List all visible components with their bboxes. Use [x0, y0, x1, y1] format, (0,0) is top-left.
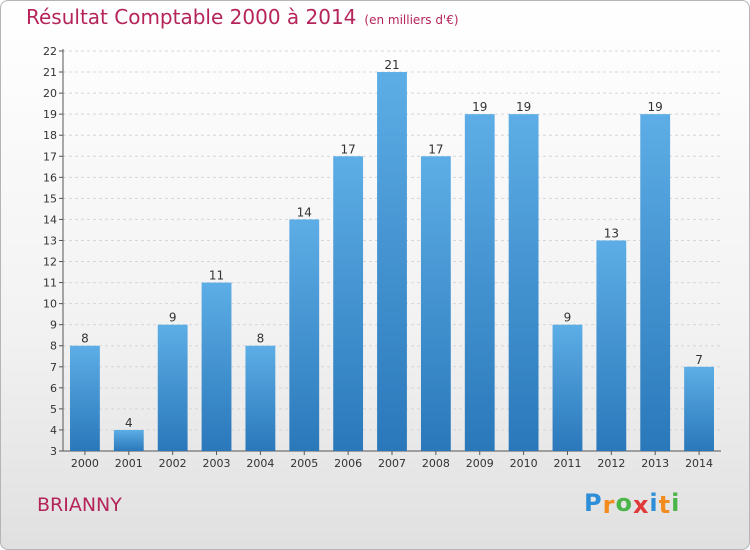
- x-tick-label-2002: 2002: [159, 457, 187, 470]
- x-tick-label-2008: 2008: [422, 457, 450, 470]
- logo-letter: P: [584, 489, 603, 517]
- y-tick-label: 6: [50, 382, 57, 395]
- x-tick-label-2013: 2013: [641, 457, 669, 470]
- x-tick-label-2003: 2003: [203, 457, 231, 470]
- y-tick-label: 18: [43, 129, 57, 142]
- bar-2001: [113, 429, 144, 451]
- logo-letter: x: [632, 491, 650, 519]
- bar-2006: [333, 156, 364, 451]
- data-label-2010: 19: [516, 100, 531, 114]
- bars: [70, 72, 714, 451]
- bar-2007: [377, 72, 407, 451]
- bar-2002: [157, 324, 188, 451]
- y-tick-label: 20: [43, 87, 57, 100]
- y-tick-label: 10: [43, 298, 57, 311]
- bar-2003: [201, 282, 232, 451]
- bar-2004: [245, 345, 276, 451]
- y-tick-label: 21: [43, 66, 57, 79]
- data-label-2007: 21: [384, 58, 399, 72]
- logo-letter: r: [602, 491, 616, 519]
- y-tick-label: 5: [50, 403, 57, 416]
- data-label-2014: 7: [695, 353, 703, 367]
- y-tick-label: 12: [43, 256, 57, 269]
- bar-2011: [552, 324, 583, 451]
- x-tick-label-2007: 2007: [378, 457, 406, 470]
- data-label-2011: 9: [564, 311, 572, 325]
- y-tick-label: 14: [43, 213, 57, 226]
- data-label-2000: 8: [81, 332, 89, 346]
- y-tick-label: 9: [50, 319, 57, 332]
- labels: 3 4 5 6 7 8 9 10 11 12 13 14 15 16 17 18 19 20 21 22 8 2000 4 2…: [43, 45, 713, 470]
- logo-letter: t: [658, 491, 672, 519]
- data-label-2002: 9: [169, 311, 177, 325]
- bar-2010: [508, 114, 539, 451]
- data-label-2009: 19: [472, 100, 487, 114]
- y-tick-label: 15: [43, 192, 57, 205]
- y-tick-label: 19: [43, 108, 57, 121]
- logo-letter: i: [649, 489, 659, 517]
- y-tick-label: 17: [43, 150, 57, 163]
- chart-subtitle: (en milliers d'€): [364, 13, 459, 27]
- data-label-2001: 4: [125, 416, 133, 430]
- proxiti-logo[interactable]: Proxiti: [584, 489, 681, 519]
- x-tick-label-2014: 2014: [685, 457, 713, 470]
- x-tick-label-2006: 2006: [334, 457, 362, 470]
- y-tick-label: 8: [50, 340, 57, 353]
- y-tick-label: 22: [43, 45, 57, 58]
- x-tick-label-2001: 2001: [115, 457, 143, 470]
- y-tick-label: 7: [50, 361, 57, 374]
- bar-2013: [640, 114, 671, 451]
- data-label-2006: 17: [340, 142, 355, 156]
- data-label-2003: 11: [209, 269, 224, 283]
- x-tick-label-2004: 2004: [246, 457, 274, 470]
- x-tick-label-2000: 2000: [71, 457, 99, 470]
- commune-name: BRIANNY: [37, 494, 122, 516]
- bar-2014: [684, 366, 714, 451]
- y-tick-label: 13: [43, 234, 57, 247]
- chart-title: Résultat Comptable 2000 à 2014: [26, 5, 357, 29]
- logo-letter: i: [671, 489, 681, 517]
- title-area: Résultat Comptable 2000 à 2014 (en millie…: [26, 5, 459, 29]
- y-tick-label: 11: [43, 277, 57, 290]
- bar-2000: [70, 345, 100, 451]
- y-tick-label: 4: [50, 424, 57, 437]
- logo-letter: o: [615, 489, 633, 517]
- data-label-2012: 13: [604, 226, 619, 240]
- y-tick-label: 16: [43, 171, 57, 184]
- data-label-2004: 8: [257, 332, 265, 346]
- bar-2008: [420, 156, 451, 451]
- x-tick-label-2011: 2011: [553, 457, 581, 470]
- y-tick-label: 3: [50, 445, 57, 458]
- x-tick-label-2010: 2010: [510, 457, 538, 470]
- x-tick-label-2012: 2012: [597, 457, 625, 470]
- data-label-2013: 19: [648, 100, 663, 114]
- bar-2005: [289, 219, 320, 451]
- x-tick-label-2009: 2009: [466, 457, 494, 470]
- x-tick-label-2005: 2005: [290, 457, 318, 470]
- bar-2009: [464, 114, 495, 451]
- bar-2012: [596, 240, 627, 451]
- data-label-2005: 14: [297, 205, 312, 219]
- data-label-2008: 17: [428, 142, 443, 156]
